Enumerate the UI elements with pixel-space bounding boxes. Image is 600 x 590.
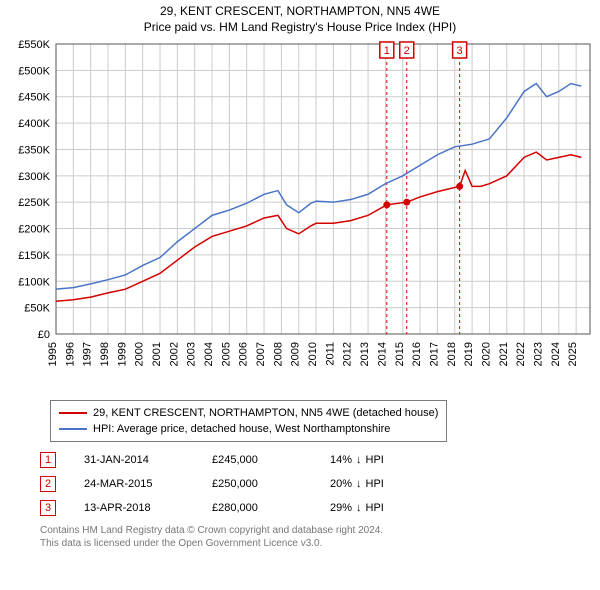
svg-text:2003: 2003 [186,342,198,366]
svg-text:2020: 2020 [480,342,492,366]
svg-text:2015: 2015 [394,342,406,366]
chart-area: £0 £50K £100K £150K £200K £250K £300K £350K £400… [0,34,600,394]
legend-item: 29, KENT CRESCENT, NORTHAMPTON, NN5 4WE … [59,405,438,421]
sale-row: 1 31-JAN-2014 £245,000 14% ↓ HPI [40,448,600,472]
svg-text:£350K: £350K [18,144,50,156]
svg-text:2012: 2012 [342,342,354,366]
svg-text:2006: 2006 [238,342,250,366]
svg-text:£50K: £50K [24,303,50,315]
sale-price: £250,000 [212,478,302,490]
svg-text:2021: 2021 [498,342,510,366]
sale-diff-suffix: HPI [366,454,384,466]
svg-text:2009: 2009 [290,342,302,366]
svg-text:£450K: £450K [18,92,50,104]
arrow-down-icon: ↓ [356,454,362,466]
svg-text:1998: 1998 [99,342,111,366]
svg-text:£300K: £300K [18,171,50,183]
svg-text:2024: 2024 [550,342,562,366]
svg-text:£150K: £150K [18,250,50,262]
arrow-down-icon: ↓ [356,502,362,514]
price-chart: £0 £50K £100K £150K £200K £250K £300K £350K £400… [0,34,600,394]
svg-text:1995: 1995 [47,342,59,366]
svg-text:2010: 2010 [307,342,319,366]
svg-text:2016: 2016 [411,342,423,366]
svg-text:2017: 2017 [428,342,440,366]
svg-text:£0: £0 [38,329,50,341]
sale-date: 31-JAN-2014 [84,454,184,466]
chart-titles: 29, KENT CRESCENT, NORTHAMPTON, NN5 4WE … [0,0,600,34]
svg-text:£250K: £250K [18,197,50,209]
sale-date: 13-APR-2018 [84,502,184,514]
svg-text:2001: 2001 [151,342,163,366]
svg-text:2002: 2002 [168,342,180,366]
svg-text:£500K: £500K [18,65,50,77]
sale-price: £245,000 [212,454,302,466]
sale-diff-suffix: HPI [366,478,384,490]
svg-text:2005: 2005 [220,342,232,366]
sale-diff: 20% ↓ HPI [330,478,384,490]
svg-text:2013: 2013 [359,342,371,366]
svg-text:2007: 2007 [255,342,267,366]
sale-diff: 14% ↓ HPI [330,454,384,466]
sale-row: 2 24-MAR-2015 £250,000 20% ↓ HPI [40,472,600,496]
svg-text:£200K: £200K [18,224,50,236]
sale-diff-pct: 29% [330,502,352,514]
svg-text:2018: 2018 [446,342,458,366]
title-address: 29, KENT CRESCENT, NORTHAMPTON, NN5 4WE [0,4,600,18]
svg-text:£400K: £400K [18,118,50,130]
svg-text:1999: 1999 [116,342,128,366]
sale-diff-pct: 14% [330,454,352,466]
arrow-down-icon: ↓ [356,478,362,490]
sale-diff-pct: 20% [330,478,352,490]
sale-diff: 29% ↓ HPI [330,502,384,514]
svg-text:2019: 2019 [463,342,475,366]
svg-text:£550K: £550K [18,39,50,51]
svg-text:2000: 2000 [134,342,146,366]
svg-text:1: 1 [384,45,390,57]
legend-label: HPI: Average price, detached house, West… [93,423,390,435]
svg-text:1996: 1996 [64,342,76,366]
legend-item: HPI: Average price, detached house, West… [59,421,438,437]
sale-marker: 2 [40,476,56,492]
sale-price: £280,000 [212,502,302,514]
legend-swatch [59,428,87,430]
sale-marker: 3 [40,500,56,516]
svg-text:3: 3 [457,45,463,57]
footer-line2: This data is licensed under the Open Gov… [40,537,570,550]
sale-row: 3 13-APR-2018 £280,000 29% ↓ HPI [40,496,600,520]
svg-text:2: 2 [404,45,410,57]
footer-line1: Contains HM Land Registry data © Crown c… [40,524,570,537]
svg-text:2011: 2011 [324,342,336,366]
title-subtitle: Price paid vs. HM Land Registry's House … [0,20,600,34]
svg-text:1997: 1997 [82,342,94,366]
svg-text:2025: 2025 [567,342,579,366]
footer-attribution: Contains HM Land Registry data © Crown c… [40,524,570,550]
svg-text:2014: 2014 [376,342,388,366]
svg-text:2008: 2008 [272,342,284,366]
sale-rows: 1 31-JAN-2014 £245,000 14% ↓ HPI 2 24-MAR-2015 £… [40,448,600,520]
sale-diff-suffix: HPI [366,502,384,514]
legend-box: 29, KENT CRESCENT, NORTHAMPTON, NN5 4WE … [50,400,447,442]
svg-text:£100K: £100K [18,276,50,288]
svg-text:2022: 2022 [515,342,527,366]
sale-date: 24-MAR-2015 [84,478,184,490]
legend-swatch [59,412,87,414]
sale-marker: 1 [40,452,56,468]
svg-text:2004: 2004 [203,342,215,366]
svg-text:2023: 2023 [532,342,544,366]
legend-label: 29, KENT CRESCENT, NORTHAMPTON, NN5 4WE … [93,407,438,419]
